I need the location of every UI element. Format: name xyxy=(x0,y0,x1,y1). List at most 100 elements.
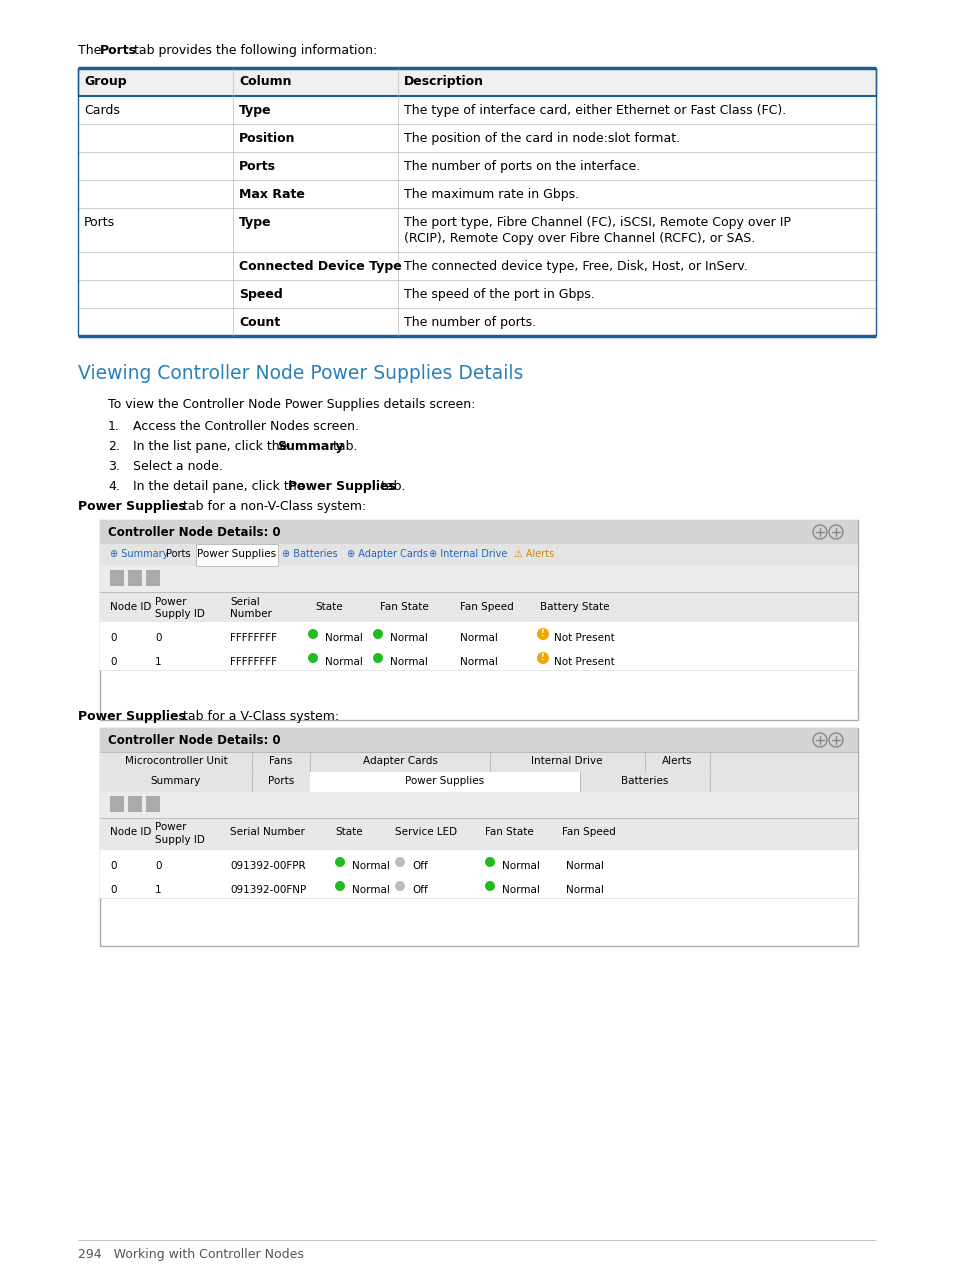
Text: The number of ports on the interface.: The number of ports on the interface. xyxy=(403,160,639,173)
Text: Not Present: Not Present xyxy=(554,633,614,643)
Text: Viewing Controller Node Power Supplies Details: Viewing Controller Node Power Supplies D… xyxy=(78,364,523,383)
Text: 1: 1 xyxy=(154,885,161,895)
Text: ⊕ Internal Drive: ⊕ Internal Drive xyxy=(429,549,507,559)
Text: Ports: Ports xyxy=(268,777,294,785)
Text: Power Supplies: Power Supplies xyxy=(78,710,186,723)
Text: Ports: Ports xyxy=(239,160,275,173)
Text: Type: Type xyxy=(239,216,272,229)
Text: Fan Speed: Fan Speed xyxy=(459,602,514,613)
Text: !: ! xyxy=(540,629,544,638)
Text: Normal: Normal xyxy=(390,657,428,667)
Circle shape xyxy=(484,881,495,891)
FancyBboxPatch shape xyxy=(146,796,160,812)
FancyBboxPatch shape xyxy=(100,544,857,566)
Text: Speed: Speed xyxy=(239,289,282,301)
Text: Serial: Serial xyxy=(230,597,259,608)
Text: In the detail pane, click the: In the detail pane, click the xyxy=(132,480,308,493)
Text: State: State xyxy=(314,602,342,613)
Circle shape xyxy=(537,652,548,663)
Text: Connected Device Type: Connected Device Type xyxy=(239,261,401,273)
Text: !: ! xyxy=(540,653,544,662)
FancyBboxPatch shape xyxy=(195,544,277,566)
Text: Ports: Ports xyxy=(100,44,137,57)
Circle shape xyxy=(537,628,548,641)
Text: tab.: tab. xyxy=(376,480,405,493)
Text: Select a node.: Select a node. xyxy=(132,460,223,473)
Text: Ports: Ports xyxy=(84,216,115,229)
Text: Service LED: Service LED xyxy=(395,827,456,838)
Text: Batteries: Batteries xyxy=(620,777,668,785)
FancyBboxPatch shape xyxy=(100,566,857,592)
Text: Normal: Normal xyxy=(501,860,539,871)
Text: 3.: 3. xyxy=(108,460,120,473)
Text: Fan Speed: Fan Speed xyxy=(561,827,615,838)
Text: Normal: Normal xyxy=(565,860,603,871)
FancyBboxPatch shape xyxy=(146,569,160,586)
FancyBboxPatch shape xyxy=(110,796,124,812)
Text: FFFFFFFF: FFFFFFFF xyxy=(230,657,276,667)
Text: Serial Number: Serial Number xyxy=(230,827,305,838)
Text: The port type, Fibre Channel (FC), iSCSI, Remote Copy over IP: The port type, Fibre Channel (FC), iSCSI… xyxy=(403,216,790,229)
Text: Alerts: Alerts xyxy=(661,756,692,766)
Text: 294   Working with Controller Nodes: 294 Working with Controller Nodes xyxy=(78,1248,304,1261)
Text: Controller Node Details: 0: Controller Node Details: 0 xyxy=(108,526,280,539)
Text: Normal: Normal xyxy=(325,633,362,643)
FancyBboxPatch shape xyxy=(78,97,875,125)
Circle shape xyxy=(335,857,345,867)
Text: 0: 0 xyxy=(110,885,116,895)
Circle shape xyxy=(308,653,317,663)
Text: Node ID: Node ID xyxy=(110,827,152,838)
Text: FFFFFFFF: FFFFFFFF xyxy=(230,633,276,643)
Text: To view the Controller Node Power Supplies details screen:: To view the Controller Node Power Suppli… xyxy=(108,398,475,411)
Text: Count: Count xyxy=(239,316,280,329)
FancyBboxPatch shape xyxy=(78,153,875,180)
Text: Normal: Normal xyxy=(325,657,362,667)
Text: Node ID: Node ID xyxy=(110,602,152,613)
Text: Power: Power xyxy=(154,822,186,833)
Text: Power Supplies: Power Supplies xyxy=(78,500,186,513)
Text: Supply ID: Supply ID xyxy=(154,835,205,845)
Text: 1: 1 xyxy=(154,657,161,667)
Circle shape xyxy=(335,881,345,891)
Text: Access the Controller Nodes screen.: Access the Controller Nodes screen. xyxy=(132,419,358,433)
Text: Normal: Normal xyxy=(352,885,390,895)
Text: Type: Type xyxy=(239,104,272,117)
Text: Power: Power xyxy=(154,597,186,608)
Text: Position: Position xyxy=(239,132,295,145)
Circle shape xyxy=(373,629,382,639)
Text: Normal: Normal xyxy=(352,860,390,871)
Text: Microcontroller Unit: Microcontroller Unit xyxy=(125,756,227,766)
FancyBboxPatch shape xyxy=(78,308,875,336)
Text: Summary: Summary xyxy=(151,777,201,785)
FancyBboxPatch shape xyxy=(100,728,857,752)
Text: Normal: Normal xyxy=(501,885,539,895)
Text: Controller Node Details: 0: Controller Node Details: 0 xyxy=(108,733,280,747)
Text: ⚠ Alerts: ⚠ Alerts xyxy=(514,549,554,559)
Text: Power Supplies: Power Supplies xyxy=(197,549,276,559)
Text: Power Supplies: Power Supplies xyxy=(405,777,484,785)
Text: Internal Drive: Internal Drive xyxy=(531,756,602,766)
FancyBboxPatch shape xyxy=(78,180,875,208)
Text: In the list pane, click the: In the list pane, click the xyxy=(132,440,291,452)
FancyBboxPatch shape xyxy=(100,592,857,622)
Text: 0: 0 xyxy=(154,633,161,643)
Text: Summary: Summary xyxy=(276,440,343,452)
Text: The position of the card in node:slot format.: The position of the card in node:slot fo… xyxy=(403,132,679,145)
Text: The: The xyxy=(78,44,105,57)
FancyBboxPatch shape xyxy=(100,646,857,670)
Text: Cards: Cards xyxy=(84,104,120,117)
FancyBboxPatch shape xyxy=(78,69,875,97)
Text: ⊕ Summary: ⊕ Summary xyxy=(110,549,168,559)
FancyBboxPatch shape xyxy=(100,771,857,792)
Text: tab.: tab. xyxy=(329,440,357,452)
FancyBboxPatch shape xyxy=(100,520,857,719)
Text: The type of interface card, either Ethernet or Fast Class (FC).: The type of interface card, either Ether… xyxy=(403,104,785,117)
Text: Not Present: Not Present xyxy=(554,657,614,667)
Text: 2.: 2. xyxy=(108,440,120,452)
Text: 0: 0 xyxy=(110,860,116,871)
Text: Max Rate: Max Rate xyxy=(239,188,305,201)
Circle shape xyxy=(395,857,405,867)
Text: Adapter Cards: Adapter Cards xyxy=(362,756,437,766)
Text: Normal: Normal xyxy=(459,657,497,667)
Text: The maximum rate in Gbps.: The maximum rate in Gbps. xyxy=(403,188,578,201)
